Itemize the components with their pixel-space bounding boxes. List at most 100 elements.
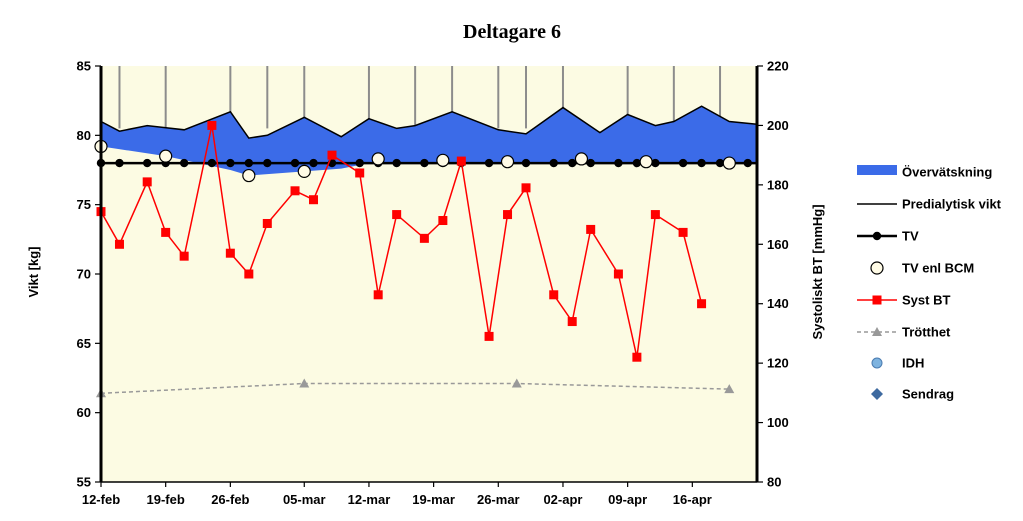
legend-swatch-idh <box>871 357 883 369</box>
legend-label-predialytisk_vikt: Predialytisk vikt <box>902 197 1002 212</box>
legend-label-tv: TV <box>902 229 919 244</box>
legend-label-trotthet: Trötthet <box>902 325 951 340</box>
tv-marker <box>715 158 725 168</box>
tv-bcm-marker <box>242 168 256 183</box>
chart-title: Deltagare 6 <box>463 21 561 43</box>
tv-marker <box>355 158 364 168</box>
legend-label-idh: IDH <box>902 356 924 371</box>
tv-bcm-marker <box>297 164 311 178</box>
y-left-tick-label: 75 <box>77 197 91 212</box>
syst-bt-marker <box>650 210 660 220</box>
syst-bt-marker <box>373 290 383 300</box>
fatigue-marker <box>511 378 522 388</box>
syst-bt-marker <box>567 317 577 327</box>
legend-swatch-syst-bt-marker <box>872 295 882 305</box>
y-left-tick-label: 65 <box>77 336 91 351</box>
syst-bt-marker <box>114 239 124 249</box>
legend: Övervätskning Predialytisk vikt TV TV enl B… <box>857 165 1002 402</box>
tv-marker <box>420 158 429 168</box>
y-left-tick-label: 70 <box>77 267 91 282</box>
syst-bt-marker <box>503 210 513 220</box>
fatigue-marker <box>724 384 735 394</box>
syst-bt-marker <box>438 216 448 226</box>
syst-bt-marker <box>521 183 531 193</box>
x-tick-label: 26-mar <box>477 492 520 507</box>
tv-bcm-marker <box>436 153 450 167</box>
tv-marker <box>142 158 152 168</box>
legend-label-tv_enl_bcm: TV enl BCM <box>902 261 974 276</box>
tv-bcm-marker <box>371 152 385 166</box>
tv-marker <box>392 158 401 168</box>
syst-bt-marker <box>586 224 596 234</box>
x-tick-label: 16-apr <box>673 492 712 507</box>
syst-bt-marker <box>309 195 319 205</box>
tv-marker <box>651 158 660 168</box>
y-left-tick-label: 55 <box>77 475 91 490</box>
x-tick-label: 26-feb <box>211 492 249 507</box>
syst-bt-marker <box>327 150 337 160</box>
fatigue-marker <box>299 378 310 388</box>
legend-swatch-sendrag <box>871 388 883 400</box>
legend-label-sendrag: Sendrag <box>902 387 954 402</box>
tv-marker <box>568 158 577 168</box>
y-right-tick-label: 120 <box>767 356 789 371</box>
legend-swatch-tv-bcm <box>870 261 884 275</box>
predialytic-weight-line <box>100 105 758 139</box>
y-left-tick-label: 60 <box>77 405 91 420</box>
tv-marker <box>263 158 272 168</box>
y-left-tick-label: 85 <box>77 59 91 74</box>
plot-area: 55 60 65 70 75 80 85 80 100 120 140 160 180 200 220 12-… <box>77 59 789 508</box>
y-right-tick-label: 80 <box>767 475 781 490</box>
syst-bt-marker <box>244 269 254 279</box>
syst-bt-marker <box>161 227 171 237</box>
y-right-tick-label: 200 <box>767 118 789 133</box>
fatigue-line <box>100 382 730 395</box>
syst-bt-marker <box>355 168 365 178</box>
tv-marker <box>244 158 254 168</box>
tv-bcm-marker <box>574 152 589 166</box>
tv-marker <box>521 158 531 168</box>
tv-marker <box>549 158 558 168</box>
tv-marker <box>290 158 300 168</box>
syst-bt-marker <box>678 227 688 237</box>
syst-bt-marker <box>179 251 189 261</box>
tv-marker <box>678 158 688 168</box>
syst-bt-marker <box>290 186 300 196</box>
tv-marker <box>484 158 494 168</box>
syst-bt-marker <box>142 177 152 187</box>
syst-bt-marker <box>392 210 402 220</box>
syst-bt-marker <box>484 331 494 341</box>
x-tick-label: 12-mar <box>348 492 391 507</box>
tv-bcm-marker <box>500 155 515 169</box>
tv-bcm-marker <box>639 155 653 169</box>
legend-label-syst_bt: Syst BT <box>902 293 950 308</box>
tv-marker <box>179 158 189 168</box>
tv-marker <box>614 158 623 168</box>
y-right-tick-label: 220 <box>767 59 789 74</box>
y-right-axis-label: Systoliskt BT [mmHg] <box>810 204 825 339</box>
y-right-tick-label: 160 <box>767 237 789 252</box>
syst-bt-marker <box>207 120 217 130</box>
y-right-tick-label: 100 <box>767 415 789 430</box>
syst-bt-marker <box>419 233 429 243</box>
legend-swatch-fatigue-marker <box>872 327 882 336</box>
syst-bt-marker <box>262 218 272 228</box>
y-left-axis-label: Vikt [kg] <box>26 246 41 297</box>
x-tick-label: 05-mar <box>283 492 326 507</box>
syst-bt-marker <box>613 269 623 279</box>
syst-bt-marker <box>549 290 559 300</box>
tv-marker <box>207 158 217 168</box>
x-tick-label: 02-apr <box>543 492 582 507</box>
legend-swatch-tv-marker <box>872 231 882 241</box>
x-tick-label: 19-mar <box>412 492 455 507</box>
overhydration-area <box>101 106 757 176</box>
syst-bt-marker <box>456 156 466 166</box>
tv-marker <box>115 158 124 168</box>
legend-swatch-overvatskning <box>857 165 897 175</box>
tv-marker <box>586 158 595 168</box>
syst-bt-marker <box>225 248 235 258</box>
tv-marker <box>309 158 318 168</box>
y-right-tick-label: 140 <box>767 296 789 311</box>
x-tick-label: 12-feb <box>82 492 120 507</box>
tv-marker <box>226 158 235 168</box>
